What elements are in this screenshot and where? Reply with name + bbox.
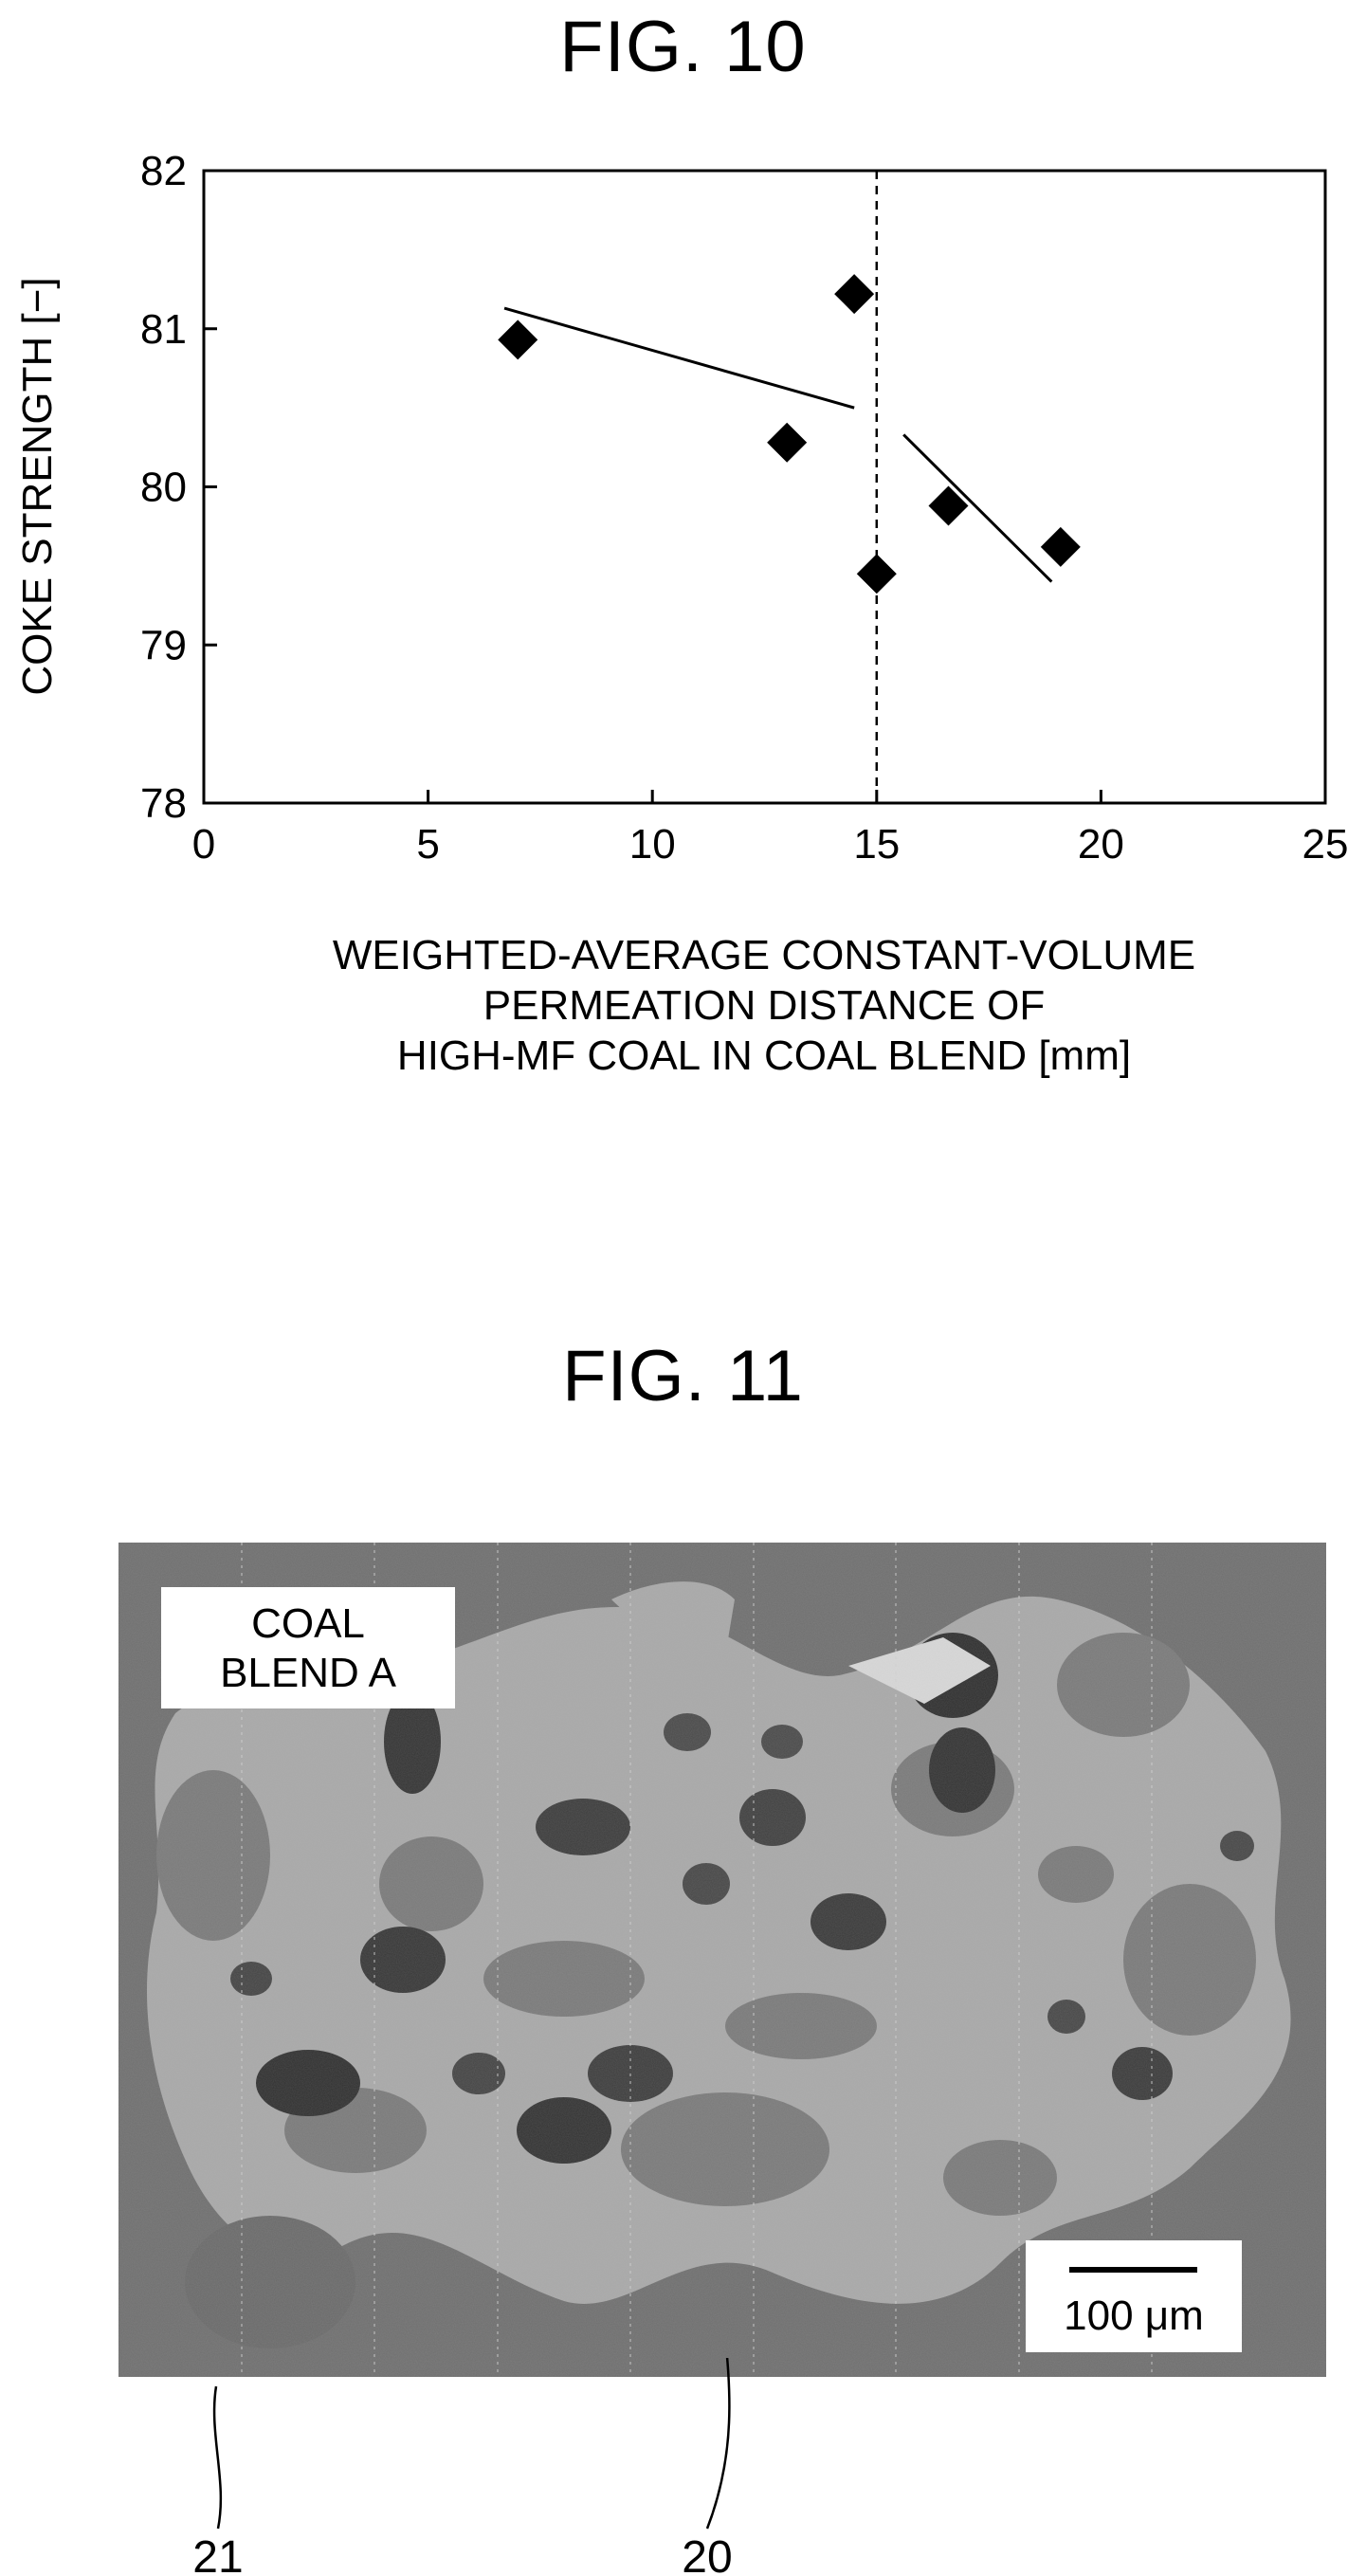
sample-label-line-1: COAL — [251, 1600, 365, 1647]
x-axis-label-line-2: PERMEATION DISTANCE OF — [483, 982, 1045, 1029]
x-axis-label-line-1: WEIGHTED-AVERAGE CONSTANT-VOLUME — [333, 932, 1195, 978]
y-axis-label: COKE STRENGTH [−] — [14, 277, 61, 695]
x-tick-label: 20 — [1078, 821, 1124, 868]
y-tick-label: 78 — [140, 780, 187, 827]
x-tick-label: 0 — [192, 821, 215, 868]
leader-line-20 — [707, 2358, 729, 2529]
y-axis-ticks: 78 79 80 81 82 — [140, 148, 217, 827]
data-point-diamond — [834, 274, 874, 314]
y-tick-label: 80 — [140, 465, 187, 511]
plot-frame — [204, 171, 1325, 803]
leader-line-21 — [214, 2386, 221, 2529]
x-tick-label: 10 — [629, 821, 676, 868]
figure-11-title: FIG. 11 — [0, 1335, 1366, 1417]
data-point-diamond — [498, 320, 537, 359]
reference-number-20: 20 — [682, 2532, 732, 2576]
scale-bar-label: 100 μm — [1064, 2293, 1204, 2339]
trend-line — [903, 434, 1051, 581]
x-tick-label: 5 — [416, 821, 439, 868]
y-tick-label: 82 — [140, 148, 187, 194]
data-point-diamond — [857, 554, 897, 594]
x-axis-ticks: 0 5 10 15 20 25 — [192, 790, 1349, 868]
data-point-diamond — [1041, 527, 1081, 567]
x-axis-label-line-3: HIGH-MF COAL IN COAL BLEND [mm] — [397, 1032, 1131, 1079]
coke-strength-chart: 0510152025 7879808182 COKE STRENGTH [−] … — [0, 0, 1366, 1327]
micrograph-image: COAL BLEND A 100 μm — [118, 1543, 1326, 2377]
y-tick-label: 81 — [140, 306, 187, 353]
trend-line — [504, 308, 854, 408]
y-tick-label: 79 — [140, 622, 187, 668]
x-tick-label: 15 — [853, 821, 900, 868]
reference-number-21: 21 — [192, 2532, 243, 2576]
reference-numerals: 21 20 — [0, 2358, 1366, 2576]
sample-label-line-2: BLEND A — [220, 1650, 397, 1696]
data-point-diamond — [767, 423, 807, 463]
data-points — [498, 274, 1081, 594]
x-tick-label: 25 — [1302, 821, 1349, 868]
